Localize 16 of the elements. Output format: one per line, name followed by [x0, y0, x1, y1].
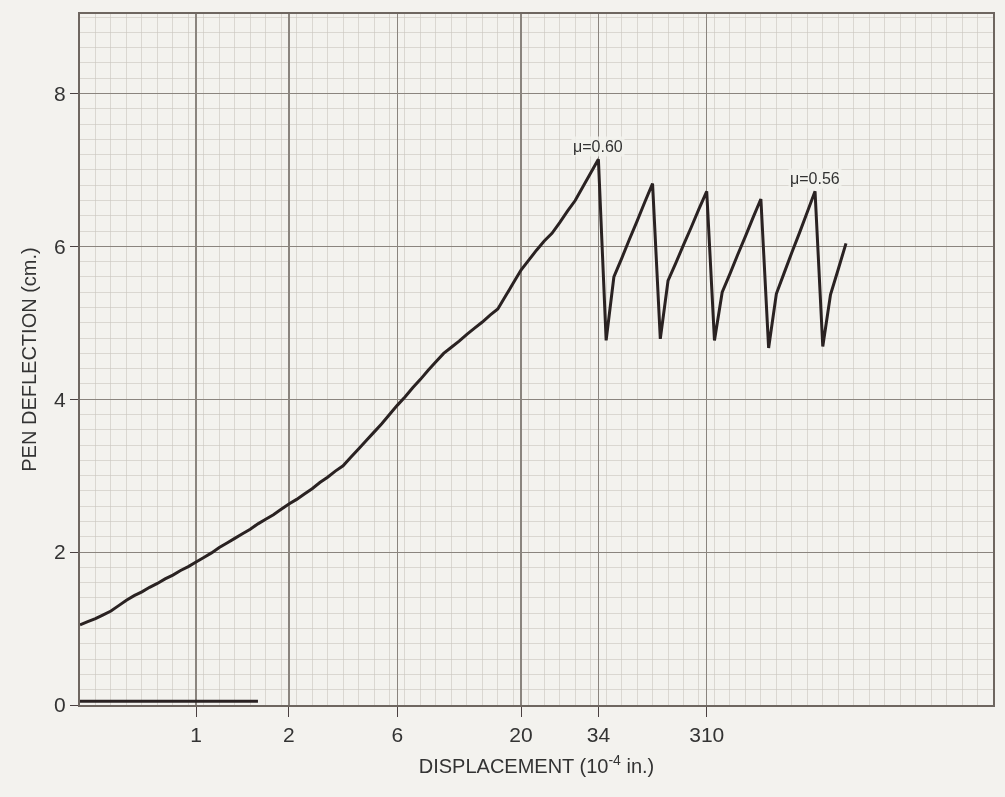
line-series — [80, 157, 848, 627]
y-tick-label: 2 — [54, 540, 66, 564]
y-tick-label: 4 — [54, 387, 67, 411]
x-tick-label: 1 — [190, 723, 202, 747]
y-tick-label: 6 — [54, 234, 66, 258]
y-tick-label: 8 — [54, 81, 66, 105]
x-tick-label: 6 — [391, 723, 404, 747]
x-tick-label: 20 — [509, 723, 533, 747]
x-tick-label: 310 — [689, 723, 725, 747]
annotation: μ=0.56 — [790, 170, 840, 187]
x-tick-label: 2 — [283, 723, 295, 747]
y-axis-title: PEN DEFLECTION (cm.) — [18, 247, 41, 472]
x-axis-title: DISPLACEMENT (10$^{-4}$ in.) — [418, 751, 655, 778]
annotation: μ=0.60 — [573, 138, 623, 155]
x-tick-label: 34 — [586, 723, 611, 747]
y-tick-label: 0 — [54, 693, 66, 717]
